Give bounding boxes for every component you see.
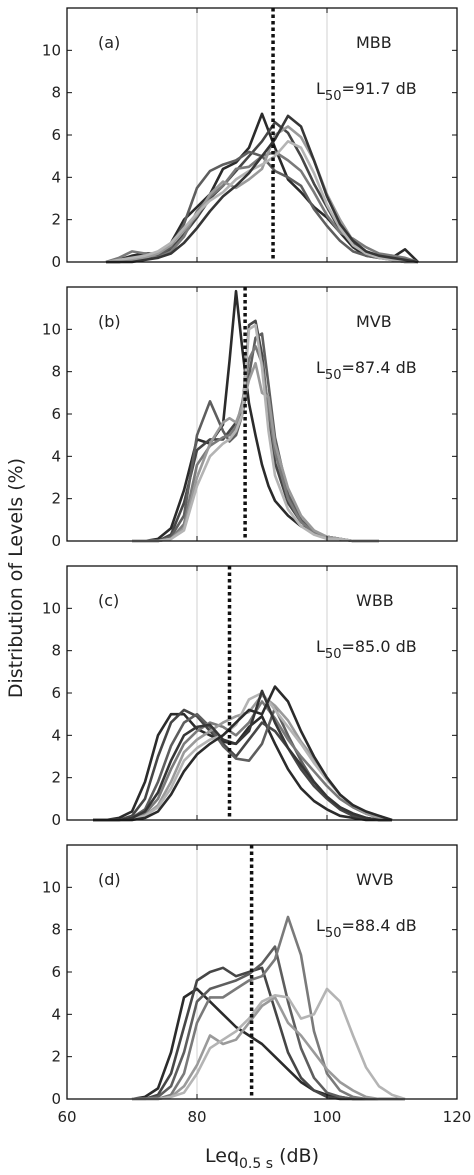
series-line (132, 361, 379, 543)
condition-label: WVB (356, 870, 394, 889)
panel-label: (a) (98, 33, 120, 52)
y-tick-label: 0 (51, 253, 61, 271)
l50-annotation: L50=88.4 dB (316, 916, 417, 941)
y-tick-label: 6 (51, 684, 61, 702)
series-line (132, 915, 405, 1101)
y-tick-label: 8 (51, 84, 61, 102)
x-axis-label: Leq0.5 s (dB) (205, 1145, 319, 1172)
series-line (106, 114, 419, 264)
y-tick-label: 2 (51, 1048, 61, 1066)
l50-prefix: L (316, 916, 325, 935)
series-line (93, 685, 393, 822)
panel-label: (d) (98, 870, 121, 889)
series-line (132, 996, 405, 1101)
series-line (93, 689, 392, 822)
series-line (132, 987, 406, 1101)
x-tick-label: 100 (313, 1108, 342, 1126)
y-tick-label: 8 (51, 921, 61, 939)
x-tick-label: 60 (57, 1108, 76, 1126)
l50-prefix: L (316, 358, 325, 377)
l50-subscript: 50 (325, 89, 342, 104)
l50-value: =85.0 dB (341, 637, 416, 656)
panel-frame (66, 7, 458, 263)
l50-value: =91.7 dB (341, 79, 416, 98)
l50-annotation: L50=85.0 dB (316, 637, 417, 662)
x-axis-label-unit: (dB) (273, 1145, 319, 1167)
y-tick-label: 10 (42, 878, 61, 896)
y-tick-label: 2 (51, 490, 61, 508)
y-tick-label: 10 (42, 320, 61, 338)
y-axis-label: Distribution of Levels (%) (5, 458, 27, 698)
x-tick-label: 80 (187, 1108, 206, 1126)
y-tick-label: 10 (42, 599, 61, 617)
series-line (105, 140, 418, 264)
panel-wbb: 0 2 4 6 8 10 (c) WBB L50=85.0 dB (42, 565, 458, 829)
y-tick-label: 4 (51, 168, 61, 186)
l50-value: =88.4 dB (341, 916, 416, 935)
y-tick-label: 2 (51, 211, 61, 229)
condition-label: MVB (356, 312, 392, 331)
y-tick-label: 8 (51, 363, 61, 381)
y-tick-label: 0 (51, 811, 61, 829)
y-tick-label: 4 (51, 447, 61, 465)
condition-label: MBB (356, 33, 392, 52)
panel-mbb: 0 2 4 6 8 10 (a) MBB L50=91.7 dB (42, 7, 458, 271)
panel-label: (c) (98, 591, 119, 610)
l50-annotation: L50=87.4 dB (316, 358, 417, 383)
l50-prefix: L (316, 637, 325, 656)
series-line (106, 121, 418, 264)
y-tick-label: 10 (42, 41, 61, 59)
y-tick-label: 0 (51, 532, 61, 550)
l50-subscript: 50 (325, 647, 342, 662)
series-line (93, 708, 392, 822)
y-tick-label: 6 (51, 405, 61, 423)
condition-label: WBB (356, 591, 394, 610)
x-axis-label-sub: 0.5 s (239, 1156, 273, 1172)
l50-value: =87.4 dB (341, 358, 416, 377)
l50-subscript: 50 (325, 926, 342, 941)
y-tick-label: 4 (51, 726, 61, 744)
series-line (132, 323, 379, 543)
y-tick-label: 4 (51, 1005, 61, 1023)
l50-prefix: L (316, 79, 325, 98)
series-line (93, 712, 392, 822)
series-line (105, 112, 419, 264)
y-tick-label: 0 (51, 1090, 61, 1108)
panel-label: (b) (98, 312, 121, 331)
x-axis-label-main: Leq (205, 1145, 239, 1167)
panel-mvb: 0 2 4 6 8 10 (b) MVB L50=87.4 dB (42, 286, 458, 550)
y-tick-label: 2 (51, 769, 61, 787)
y-tick-label: 6 (51, 963, 61, 981)
y-tick-label: 8 (51, 642, 61, 660)
series-line (93, 700, 393, 822)
x-tick-label: 120 (443, 1108, 472, 1126)
l50-annotation: L50=91.7 dB (316, 79, 417, 104)
series-line (106, 125, 418, 264)
panel-wvb: 0 2 4 6 8 10 60 80 100 120 (d) WVB L50=88.4 dB (42, 844, 472, 1126)
y-tick-label: 6 (51, 126, 61, 144)
l50-subscript: 50 (325, 368, 342, 383)
panel-frame (66, 286, 458, 542)
